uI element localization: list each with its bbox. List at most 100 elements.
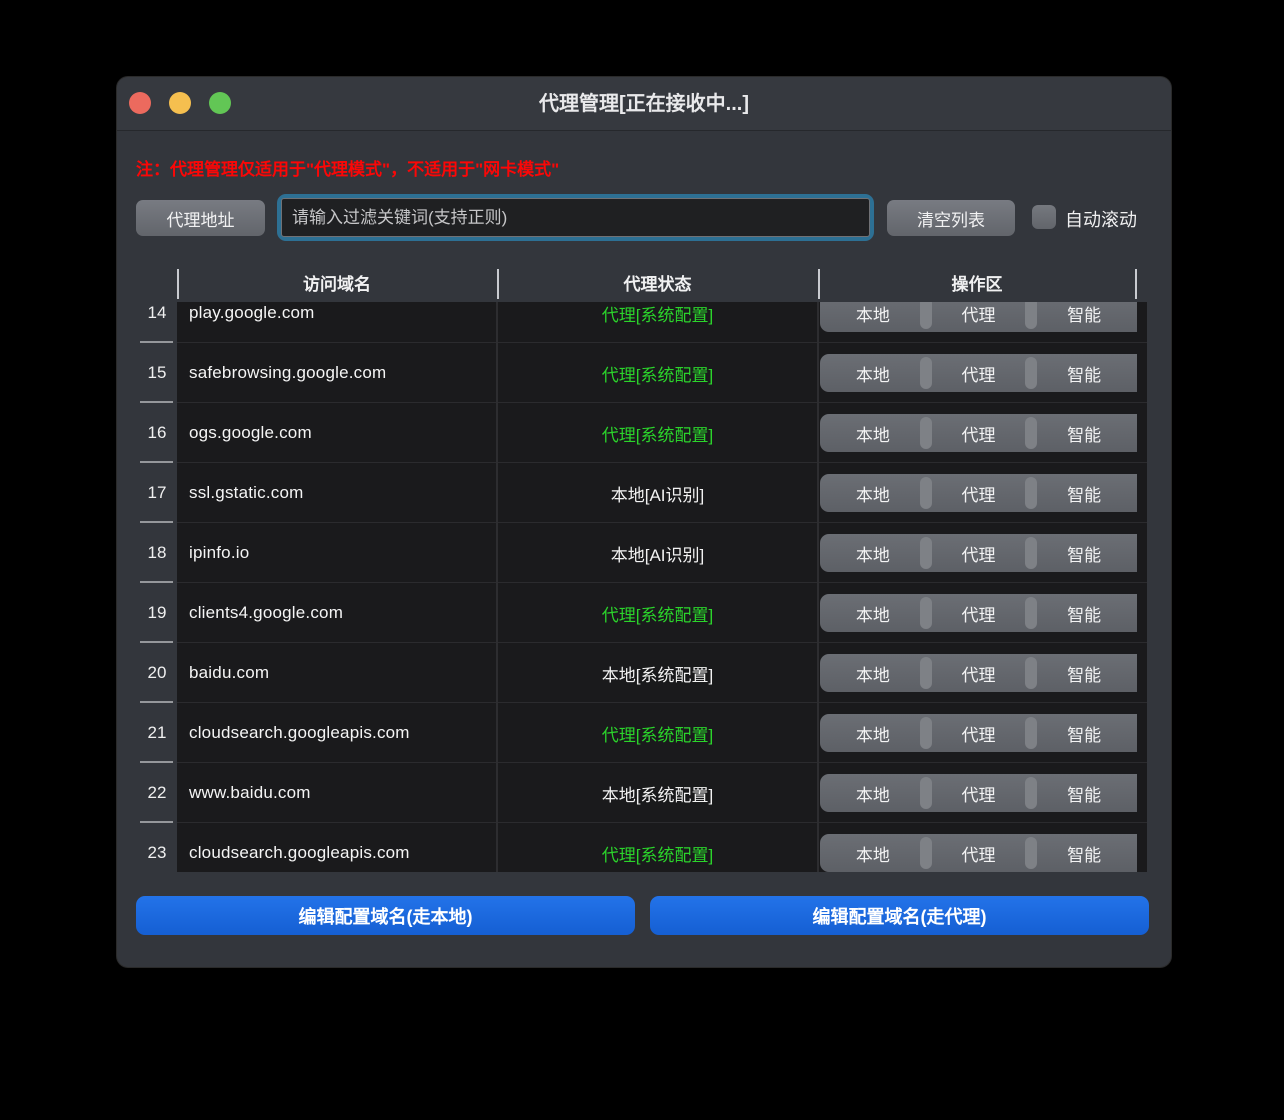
action-local-button[interactable]: 本地	[820, 534, 926, 572]
action-smart-button[interactable]: 智能	[1031, 654, 1137, 692]
action-local-button[interactable]: 本地	[820, 714, 926, 752]
action-smart-button[interactable]: 智能	[1031, 302, 1137, 332]
action-proxy-button[interactable]: 代理	[926, 302, 1032, 332]
table-body[interactable]: 14 play.google.com 代理[系统配置] 本地 代理 智能 15 …	[137, 302, 1147, 872]
edit-local-domains-button[interactable]: 编辑配置域名(走本地)	[136, 896, 635, 935]
row-number: 17	[137, 463, 177, 523]
row-number: 16	[137, 403, 177, 463]
close-button[interactable]	[129, 92, 151, 114]
segment-divider	[1025, 302, 1038, 329]
traffic-lights	[129, 92, 231, 114]
actions-cell: 本地 代理 智能	[818, 523, 1147, 583]
action-local-button[interactable]: 本地	[820, 774, 926, 812]
action-segmented-control: 本地 代理 智能	[820, 474, 1137, 512]
segment-divider	[1025, 717, 1038, 749]
table-row[interactable]: 15 safebrowsing.google.com 代理[系统配置] 本地 代…	[137, 343, 1147, 403]
table-row[interactable]: 23 cloudsearch.googleapis.com 代理[系统配置] 本…	[137, 823, 1147, 872]
table-row[interactable]: 18 ipinfo.io 本地[AI识别] 本地 代理 智能	[137, 523, 1147, 583]
table-row[interactable]: 20 baidu.com 本地[系统配置] 本地 代理 智能	[137, 643, 1147, 703]
action-smart-button[interactable]: 智能	[1031, 714, 1137, 752]
action-proxy-button[interactable]: 代理	[926, 474, 1032, 512]
action-proxy-button[interactable]: 代理	[926, 534, 1032, 572]
row-number: 21	[137, 703, 177, 763]
proxy-status-cell: 代理[系统配置]	[601, 845, 714, 865]
action-smart-button[interactable]: 智能	[1031, 774, 1137, 812]
segment-divider	[1025, 657, 1038, 689]
action-smart-button[interactable]: 智能	[1031, 354, 1137, 392]
domain-cell: ipinfo.io	[189, 543, 250, 562]
action-proxy-button[interactable]: 代理	[926, 774, 1032, 812]
segment-divider	[919, 302, 932, 329]
action-smart-button[interactable]: 智能	[1031, 474, 1137, 512]
table-row[interactable]: 16 ogs.google.com 代理[系统配置] 本地 代理 智能	[137, 403, 1147, 463]
action-proxy-button[interactable]: 代理	[926, 714, 1032, 752]
actions-cell: 本地 代理 智能	[818, 343, 1147, 403]
action-local-button[interactable]: 本地	[820, 834, 926, 872]
action-local-button[interactable]: 本地	[820, 654, 926, 692]
table-row[interactable]: 14 play.google.com 代理[系统配置] 本地 代理 智能	[137, 302, 1147, 343]
clear-list-button[interactable]: 清空列表	[887, 200, 1015, 236]
row-number: 15	[137, 343, 177, 403]
action-local-button[interactable]: 本地	[820, 354, 926, 392]
header-divider	[1135, 269, 1137, 299]
table-row[interactable]: 17 ssl.gstatic.com 本地[AI识别] 本地 代理 智能	[137, 463, 1147, 523]
proxy-status-cell: 本地[AI识别]	[610, 485, 705, 505]
proxy-address-button[interactable]: 代理地址	[136, 200, 265, 236]
domain-cell: ogs.google.com	[189, 423, 312, 442]
filter-input-focus-ring	[277, 194, 874, 241]
auto-scroll-checkbox[interactable]	[1032, 205, 1056, 229]
action-local-button[interactable]: 本地	[820, 302, 926, 332]
mode-warning-text: 注：代理管理仅适用于"代理模式"，不适用于"网卡模式"	[136, 160, 560, 179]
segment-divider	[919, 717, 932, 749]
table-row[interactable]: 19 clients4.google.com 代理[系统配置] 本地 代理 智能	[137, 583, 1147, 643]
domain-cell: clients4.google.com	[189, 603, 344, 622]
action-smart-button[interactable]: 智能	[1031, 534, 1137, 572]
table-row[interactable]: 21 cloudsearch.googleapis.com 代理[系统配置] 本…	[137, 703, 1147, 763]
domain-cell: play.google.com	[189, 303, 315, 322]
minimize-button[interactable]	[169, 92, 191, 114]
actions-cell: 本地 代理 智能	[818, 302, 1147, 343]
action-smart-button[interactable]: 智能	[1031, 834, 1137, 872]
actions-cell: 本地 代理 智能	[818, 403, 1147, 463]
segment-divider	[919, 477, 932, 509]
action-segmented-control: 本地 代理 智能	[820, 774, 1137, 812]
segment-divider	[919, 657, 932, 689]
action-proxy-button[interactable]: 代理	[926, 834, 1032, 872]
segment-divider	[1025, 537, 1038, 569]
header-divider	[497, 269, 499, 299]
edit-proxy-domains-button[interactable]: 编辑配置域名(走代理)	[650, 896, 1149, 935]
action-smart-button[interactable]: 智能	[1031, 414, 1137, 452]
body-column-divider	[817, 302, 819, 872]
segment-divider	[1025, 477, 1038, 509]
domain-table: 访问域名 代理状态 操作区 14 play.google.com 代理[系统配置…	[137, 267, 1147, 872]
domain-cell: cloudsearch.googleapis.com	[189, 843, 410, 862]
titlebar[interactable]: 代理管理[正在接收中...]	[117, 77, 1171, 131]
action-smart-button[interactable]: 智能	[1031, 594, 1137, 632]
action-proxy-button[interactable]: 代理	[926, 354, 1032, 392]
row-number: 14	[137, 302, 177, 343]
window-title: 代理管理[正在接收中...]	[539, 93, 749, 115]
row-number: 22	[137, 763, 177, 823]
row-number: 23	[137, 823, 177, 872]
action-local-button[interactable]: 本地	[820, 474, 926, 512]
action-segmented-control: 本地 代理 智能	[820, 354, 1137, 392]
maximize-button[interactable]	[209, 92, 231, 114]
action-segmented-control: 本地 代理 智能	[820, 654, 1137, 692]
body-column-divider	[496, 302, 498, 872]
proxy-status-cell: 本地[AI识别]	[610, 545, 705, 565]
action-proxy-button[interactable]: 代理	[926, 414, 1032, 452]
action-proxy-button[interactable]: 代理	[926, 594, 1032, 632]
action-proxy-button[interactable]: 代理	[926, 654, 1032, 692]
action-local-button[interactable]: 本地	[820, 414, 926, 452]
actions-cell: 本地 代理 智能	[818, 463, 1147, 523]
segment-divider	[919, 357, 932, 389]
filter-keyword-input[interactable]	[281, 198, 870, 237]
column-header-status: 代理状态	[623, 275, 692, 294]
proxy-status-cell: 代理[系统配置]	[601, 365, 714, 385]
table-row[interactable]: 22 www.baidu.com 本地[系统配置] 本地 代理 智能	[137, 763, 1147, 823]
proxy-status-cell: 代理[系统配置]	[601, 305, 714, 325]
actions-cell: 本地 代理 智能	[818, 763, 1147, 823]
proxy-manager-window: 代理管理[正在接收中...] 注：代理管理仅适用于"代理模式"，不适用于"网卡模…	[117, 77, 1171, 967]
action-local-button[interactable]: 本地	[820, 594, 926, 632]
